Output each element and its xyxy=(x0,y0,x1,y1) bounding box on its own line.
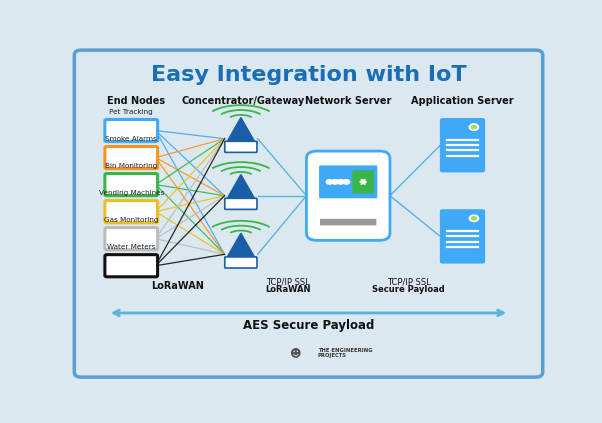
Circle shape xyxy=(469,215,479,222)
Text: TCP/IP SSL: TCP/IP SSL xyxy=(265,277,309,286)
Text: LoRaWAN: LoRaWAN xyxy=(265,285,310,294)
FancyBboxPatch shape xyxy=(105,228,158,250)
Circle shape xyxy=(469,124,479,130)
FancyBboxPatch shape xyxy=(320,219,376,225)
FancyBboxPatch shape xyxy=(225,257,257,268)
Text: Water Meters: Water Meters xyxy=(107,244,155,250)
Text: Smoke Alarms: Smoke Alarms xyxy=(105,136,157,142)
Circle shape xyxy=(338,180,344,184)
Text: TCP/IP SSL: TCP/IP SSL xyxy=(387,277,430,286)
FancyBboxPatch shape xyxy=(352,170,374,193)
FancyBboxPatch shape xyxy=(440,209,485,264)
FancyBboxPatch shape xyxy=(105,146,158,169)
Text: Easy Integration with IoT: Easy Integration with IoT xyxy=(150,65,467,85)
Text: ☻: ☻ xyxy=(289,348,300,358)
Text: Network Server: Network Server xyxy=(305,96,391,106)
FancyBboxPatch shape xyxy=(105,119,158,142)
Text: End Nodes: End Nodes xyxy=(107,96,165,106)
FancyBboxPatch shape xyxy=(105,173,158,196)
FancyBboxPatch shape xyxy=(319,165,377,198)
FancyBboxPatch shape xyxy=(440,118,485,173)
Text: Concentrator/Gateway: Concentrator/Gateway xyxy=(182,96,305,106)
Text: Vending Machines: Vending Machines xyxy=(99,190,164,196)
Text: AES Secure Payload: AES Secure Payload xyxy=(243,319,374,332)
FancyBboxPatch shape xyxy=(225,141,257,152)
Circle shape xyxy=(471,217,476,220)
Text: Bin Monitoring: Bin Monitoring xyxy=(105,163,157,169)
Text: LoRaWAN: LoRaWAN xyxy=(152,281,204,291)
Polygon shape xyxy=(227,118,255,142)
Text: Application Server: Application Server xyxy=(411,96,514,106)
Circle shape xyxy=(326,180,333,184)
FancyBboxPatch shape xyxy=(306,151,390,240)
FancyBboxPatch shape xyxy=(105,255,158,277)
FancyBboxPatch shape xyxy=(74,50,543,377)
Text: THE ENGINEERING
PROJECTS: THE ENGINEERING PROJECTS xyxy=(318,348,373,358)
Polygon shape xyxy=(227,175,255,199)
Circle shape xyxy=(332,180,338,184)
Text: Pet Tracking: Pet Tracking xyxy=(110,109,153,115)
FancyBboxPatch shape xyxy=(105,201,158,223)
FancyBboxPatch shape xyxy=(225,198,257,209)
Circle shape xyxy=(471,126,476,129)
Circle shape xyxy=(343,180,350,184)
Polygon shape xyxy=(227,233,255,258)
Text: Secure Payload: Secure Payload xyxy=(373,285,445,294)
Text: Gas Monitoring: Gas Monitoring xyxy=(104,217,158,223)
